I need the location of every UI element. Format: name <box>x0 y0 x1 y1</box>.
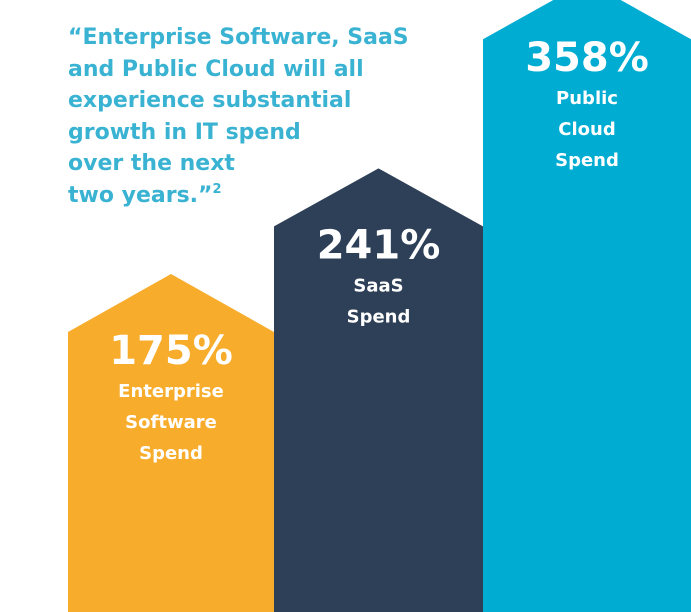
bar-value-label: 175% <box>109 328 233 374</box>
bar-category-label: Spend <box>139 443 203 464</box>
footnote-marker: 2 <box>212 181 222 197</box>
bar-value-label: 241% <box>317 222 441 268</box>
quote-line: experience substantial <box>68 88 352 113</box>
quote-line: and Public Cloud will all <box>68 56 364 82</box>
quote-line: two years.” <box>68 182 213 208</box>
bar-3 <box>483 0 691 612</box>
bar-2 <box>274 168 483 612</box>
bar-value-label: 358% <box>525 35 649 81</box>
bar-1 <box>68 274 274 612</box>
quote-line-last: two years.”2 <box>68 180 428 212</box>
bar-category-label: Cloud <box>558 119 615 140</box>
bar-category-label: Public <box>556 88 618 109</box>
quote-line: “Enterprise Software, SaaS <box>68 25 409 50</box>
bar-category-label: SaaS <box>353 275 403 296</box>
bar-category-label: Spend <box>347 306 411 327</box>
bar-category-label: Software <box>125 412 217 433</box>
quote-text: “Enterprise Software, SaaS and Public Cl… <box>68 22 428 211</box>
quote-line: over the next <box>68 151 235 176</box>
bar-category-label: Enterprise <box>118 381 224 402</box>
quote-line: growth in IT spend <box>68 119 301 145</box>
bar-category-label: Spend <box>555 150 619 171</box>
